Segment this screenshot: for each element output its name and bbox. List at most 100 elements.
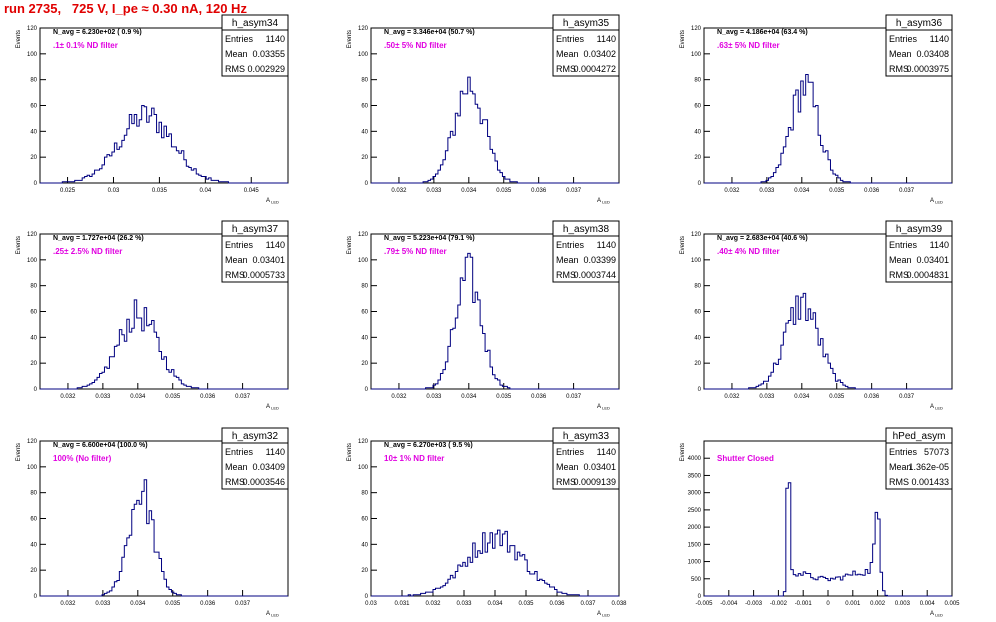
y-tick-label: 100 <box>358 258 369 264</box>
histogram-line-h_asym34 <box>40 105 288 184</box>
histogram-line-hPed_asym <box>704 482 952 597</box>
histogram-name: h_asym36 <box>896 18 943 29</box>
x-tick-label: 0.032 <box>724 394 740 400</box>
y-tick-label: 3000 <box>688 491 702 497</box>
y-tick-label: 40 <box>30 335 37 341</box>
navg-label: N_avg = 6.600e+04 (100.0 %) <box>53 442 148 449</box>
x-tick-label: 0.032 <box>391 188 407 194</box>
y-tick-label: 60 <box>694 104 701 110</box>
histogram-name: h_asym32 <box>232 431 279 442</box>
stats-label: Mean <box>556 49 579 59</box>
x-tick-label: 0.033 <box>759 394 775 400</box>
histogram-line-h_asym39 <box>704 292 952 390</box>
stats-value: 0.03409 <box>252 462 285 472</box>
y-tick-label: 100 <box>358 52 369 58</box>
y-tick-label: 40 <box>30 542 37 548</box>
x-tick-label: -0.004 <box>720 601 738 607</box>
y-tick-label: 60 <box>361 104 368 110</box>
y-tick-label: 4000 <box>688 456 702 462</box>
x-axis-title: A LED <box>597 611 610 618</box>
y-axis-title: Events <box>347 236 353 254</box>
y-tick-label: 1500 <box>688 542 702 548</box>
histogram-panel-h_asym38: 0 20 40 60 80 100 120 0.032 0.033 0.034 0.035 0.036… <box>347 220 620 411</box>
stats-box <box>221 442 289 490</box>
y-tick-label: 100 <box>358 465 369 471</box>
navg-label: N_avg = 6.230e+02 ( 0.9 %) <box>53 29 142 36</box>
y-tick-label: 80 <box>361 284 368 290</box>
y-tick-label: 2500 <box>688 508 702 514</box>
stats-value: 1140 <box>266 240 285 250</box>
y-tick-label: 80 <box>361 78 368 84</box>
y-tick-label: 20 <box>30 568 37 574</box>
y-tick-label: 0 <box>698 181 702 187</box>
stats-label: Entries <box>225 240 254 250</box>
page-title: run 2735, 725 V, I_pe ≈ 0.30 nA, 120 Hz <box>4 1 247 16</box>
x-tick-label: 0.034 <box>130 601 146 607</box>
histogram-name: h_asym34 <box>232 18 279 29</box>
y-tick-label: 20 <box>30 155 37 161</box>
y-tick-label: 0 <box>365 181 369 187</box>
stats-value: 1140 <box>266 34 285 44</box>
x-tick-label: 0.031 <box>394 601 410 607</box>
histogram-name: hPed_asym <box>893 431 946 442</box>
stats-label: Entries <box>556 447 585 457</box>
y-tick-label: 0 <box>365 594 369 600</box>
x-tick-label: 0.037 <box>235 394 251 400</box>
y-tick-label: 100 <box>27 465 38 471</box>
x-tick-label: 0.035 <box>152 188 168 194</box>
x-tick-label: 0.033 <box>456 601 472 607</box>
stats-value: 1140 <box>266 447 285 457</box>
x-tick-label: 0.034 <box>794 188 810 194</box>
stats-label: Mean <box>225 462 248 472</box>
histogram-panel-hPed_asym: 0 500 1000 1500 2000 2500 3000 3500 4000 -0.005 -0… <box>680 427 960 618</box>
y-tick-label: 60 <box>361 517 368 523</box>
y-tick-label: 20 <box>694 361 701 367</box>
navg-label: N_avg = 2.683e+04 (40.6 %) <box>717 235 808 242</box>
y-tick-label: 80 <box>30 284 37 290</box>
y-tick-label: 0 <box>698 594 702 600</box>
stats-label: Entries <box>889 240 918 250</box>
x-tick-label: -0.003 <box>745 601 763 607</box>
stats-value: 1140 <box>597 447 616 457</box>
histogram-name: h_asym39 <box>896 224 943 235</box>
y-tick-label: 40 <box>694 129 701 135</box>
stats-label: Entries <box>225 34 254 44</box>
y-tick-label: 80 <box>694 78 701 84</box>
stats-label: Mean <box>889 255 912 265</box>
x-tick-label: 0.004 <box>920 601 936 607</box>
x-tick-label: 0.033 <box>95 394 111 400</box>
x-tick-label: 0.037 <box>566 394 582 400</box>
y-tick-label: 80 <box>361 491 368 497</box>
x-tick-label: 0.032 <box>391 394 407 400</box>
x-tick-label: 0.035 <box>518 601 534 607</box>
stats-value: 1140 <box>930 240 949 250</box>
x-tick-label: 0.035 <box>496 188 512 194</box>
stats-label: RMS <box>889 477 909 487</box>
x-tick-label: 0.034 <box>461 188 477 194</box>
histogram-name: h_asym35 <box>563 18 610 29</box>
histogram-line-h_asym35 <box>371 76 619 184</box>
stats-value: 0.0003975 <box>906 64 949 74</box>
x-tick-label: 0.035 <box>496 394 512 400</box>
stats-value: 0.0009139 <box>573 477 616 487</box>
y-tick-label: 120 <box>691 232 702 238</box>
y-tick-label: 60 <box>361 310 368 316</box>
stats-box <box>885 235 953 283</box>
x-tick-label: 0.037 <box>899 394 915 400</box>
histogram-panel-h_asym36: 0 20 40 60 80 100 120 0.032 0.033 0.034 0.035 0.036… <box>680 14 953 205</box>
x-axis-title: A LED <box>266 198 279 205</box>
filter-label: .79± 5% ND filter <box>384 247 447 256</box>
x-tick-label: -0.002 <box>770 601 788 607</box>
x-tick-label: 0.035 <box>165 394 181 400</box>
filter-label: .50± 5% ND filter <box>384 41 447 50</box>
y-tick-label: 120 <box>27 26 38 32</box>
y-tick-label: 3500 <box>688 473 702 479</box>
y-tick-label: 100 <box>691 258 702 264</box>
histogram-line-h_asym37 <box>40 299 288 390</box>
histogram-line-h_asym38 <box>371 252 619 390</box>
y-tick-label: 20 <box>361 155 368 161</box>
y-tick-label: 20 <box>361 568 368 574</box>
stats-value: 57073 <box>924 447 949 457</box>
stats-box <box>221 235 289 283</box>
histogram-panel-h_asym34: 0 20 40 60 80 100 120 0.025 0.03 0.035 0.04 0.045 Ev… <box>16 14 289 205</box>
